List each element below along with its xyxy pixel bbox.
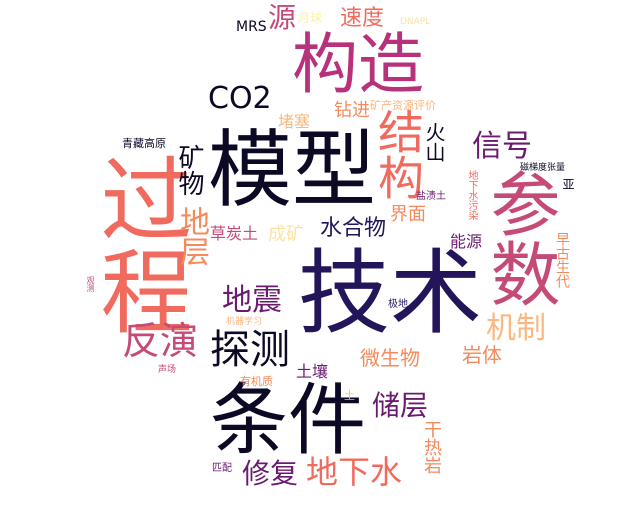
- word-zuanjin: 钻进: [334, 100, 370, 121]
- word-moxing: 模型: [208, 121, 377, 219]
- word-yuexiu: 月球: [298, 11, 323, 25]
- word-nengyuan: 能源: [450, 232, 483, 251]
- word-canshu: 参数: [479, 168, 561, 308]
- word-jiemian: 界面: [390, 204, 426, 225]
- word-xinhao: 信号: [472, 129, 532, 164]
- word-weishengwu: 微生物: [360, 346, 420, 370]
- word-xiufu: 修复: [242, 457, 299, 490]
- word-kuangchan: 矿产资源评价: [370, 99, 436, 112]
- word-dixiashui: 地下水: [306, 453, 403, 491]
- word-tiaojian: 条件: [210, 376, 367, 466]
- word-guance: 观测: [86, 276, 95, 292]
- word-tu: 土: [344, 389, 355, 402]
- word-gouzao: 构造: [292, 26, 424, 103]
- word-jixiexuexi: 机器学习: [226, 317, 263, 327]
- word-huoshan: 火山: [422, 122, 446, 162]
- word-dixiashuiwuran: 地下水污染: [466, 170, 477, 220]
- word-youjizhi: 有机质: [240, 375, 273, 388]
- word-qingzang: 青藏高原: [122, 137, 166, 150]
- word-zaogusheng: 早古生代: [554, 232, 570, 288]
- word-ganreyan: 干热岩: [421, 420, 442, 474]
- word-chuceng: 储层: [372, 389, 429, 422]
- word-dnapl: DNAPL: [400, 17, 431, 27]
- word-jiegou: 结构: [371, 108, 425, 200]
- word-sudu: 速度: [340, 6, 385, 31]
- word-co2: CO2: [208, 81, 272, 116]
- word-fanyan: 反演: [122, 319, 199, 363]
- word-chengkuang: 成矿: [268, 224, 304, 245]
- word-tance: 探测: [210, 327, 290, 373]
- word-yanzitu: 盐渍土: [416, 191, 446, 202]
- word-guocheng: 过程: [85, 152, 192, 336]
- word-turang: 土壤: [296, 362, 329, 381]
- word-jishu: 技术: [298, 240, 483, 347]
- word-jidi: 极地: [388, 299, 408, 310]
- word-caotantu: 草炭土: [210, 224, 259, 243]
- word-yanti: 岩体: [462, 343, 502, 367]
- word-duse: 堵塞: [278, 112, 311, 131]
- word-mrs: MRS: [236, 19, 267, 35]
- word-diceng: 地层: [174, 206, 209, 266]
- word-jizhi: 机制: [486, 311, 546, 346]
- word-pipei: 匹配: [212, 463, 232, 474]
- word-citidu: 磁梯度张量: [520, 163, 566, 173]
- word-yuan: 源: [268, 1, 297, 34]
- word-dizhen: 地震: [222, 283, 282, 318]
- word-ya: 亚: [561, 178, 575, 190]
- word-shuihewu: 水合物: [320, 216, 387, 241]
- word-kuangwu: 矿物: [174, 144, 204, 196]
- word-shengchang: 声场: [158, 365, 177, 375]
